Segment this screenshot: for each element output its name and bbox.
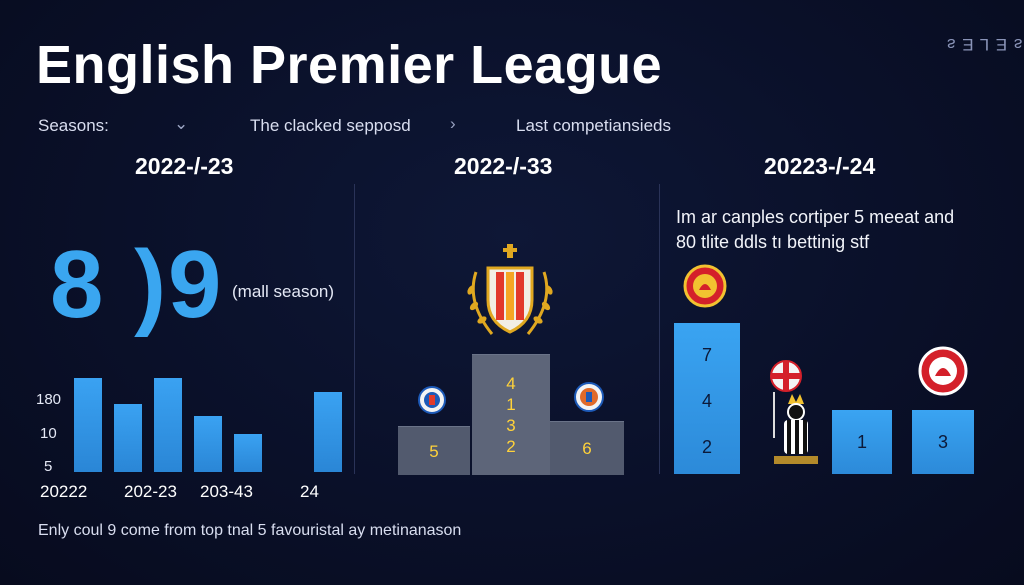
bar — [234, 433, 262, 472]
x-tick-label: 24 — [300, 482, 319, 501]
y-tick-label: 180 — [36, 391, 62, 408]
y-tick-label: 5 — [44, 458, 53, 475]
bar — [832, 410, 892, 474]
bar — [154, 377, 182, 472]
bar-label: 4 — [701, 391, 712, 412]
bar — [912, 410, 974, 474]
y-tick-label: 10 — [40, 425, 57, 442]
podium-label: 2 — [506, 437, 516, 456]
season-header-right: 20223-/-24 — [764, 153, 876, 179]
bar — [114, 404, 142, 472]
bar — [314, 392, 342, 472]
bar — [674, 323, 740, 474]
right-nav-label[interactable]: Last competiansieds — [516, 116, 671, 135]
newcastle-mascot-icon — [770, 360, 818, 464]
big-number: 8 )9 — [50, 231, 224, 338]
season-header-left: 2022-/-23 — [135, 153, 234, 179]
prediction-note-line: Im ar canples cortiper 5 meeat and — [676, 207, 955, 227]
podium-step — [550, 421, 624, 475]
big-number-note: (mall season) — [232, 282, 335, 301]
club-crest-icon — [918, 346, 968, 396]
panel-divider — [354, 184, 355, 474]
footer-note: Enly coul 9 come from top tnal 5 favouri… — [38, 522, 462, 539]
seasons-label: Seasons: — [38, 116, 109, 135]
side-tag: ƨ E L E ƨ — [946, 35, 1023, 54]
prediction-note-line: 80 tlite ddls tı bettinig stf — [676, 232, 870, 252]
bar — [74, 377, 102, 472]
podium-label: 6 — [582, 439, 592, 459]
manchester-united-badge-icon — [683, 264, 727, 308]
podium-label: 5 — [429, 441, 439, 461]
bar — [194, 415, 222, 472]
x-tick-label: 20222 — [40, 482, 88, 501]
podium-step — [472, 354, 550, 475]
club-badge-icon — [418, 386, 446, 414]
podium-label: 4 — [506, 374, 516, 393]
bar-label: 3 — [937, 432, 948, 452]
panel-divider — [659, 184, 660, 474]
middle-nav-label[interactable]: The clacked sepposd — [250, 116, 411, 135]
bar-label: 2 — [701, 437, 712, 458]
x-tick-label: 202-23 — [124, 482, 177, 501]
bar-label: 7 — [701, 345, 712, 366]
page-title: English Premier League — [36, 35, 663, 95]
podium-step — [398, 426, 470, 475]
podium-label: 1 — [506, 395, 516, 414]
podium-label: 3 — [506, 416, 516, 435]
season-header-middle: 2022-/-33 — [454, 153, 553, 179]
seasons-dropdown-chevron-icon[interactable]: ⌄ — [174, 114, 189, 133]
chevron-right-icon[interactable]: › — [450, 114, 456, 133]
club-badge-icon — [574, 382, 604, 412]
bar-label: 1 — [856, 432, 867, 452]
x-tick-label: 203-43 — [200, 482, 253, 501]
trophy-crest-icon — [467, 244, 553, 335]
